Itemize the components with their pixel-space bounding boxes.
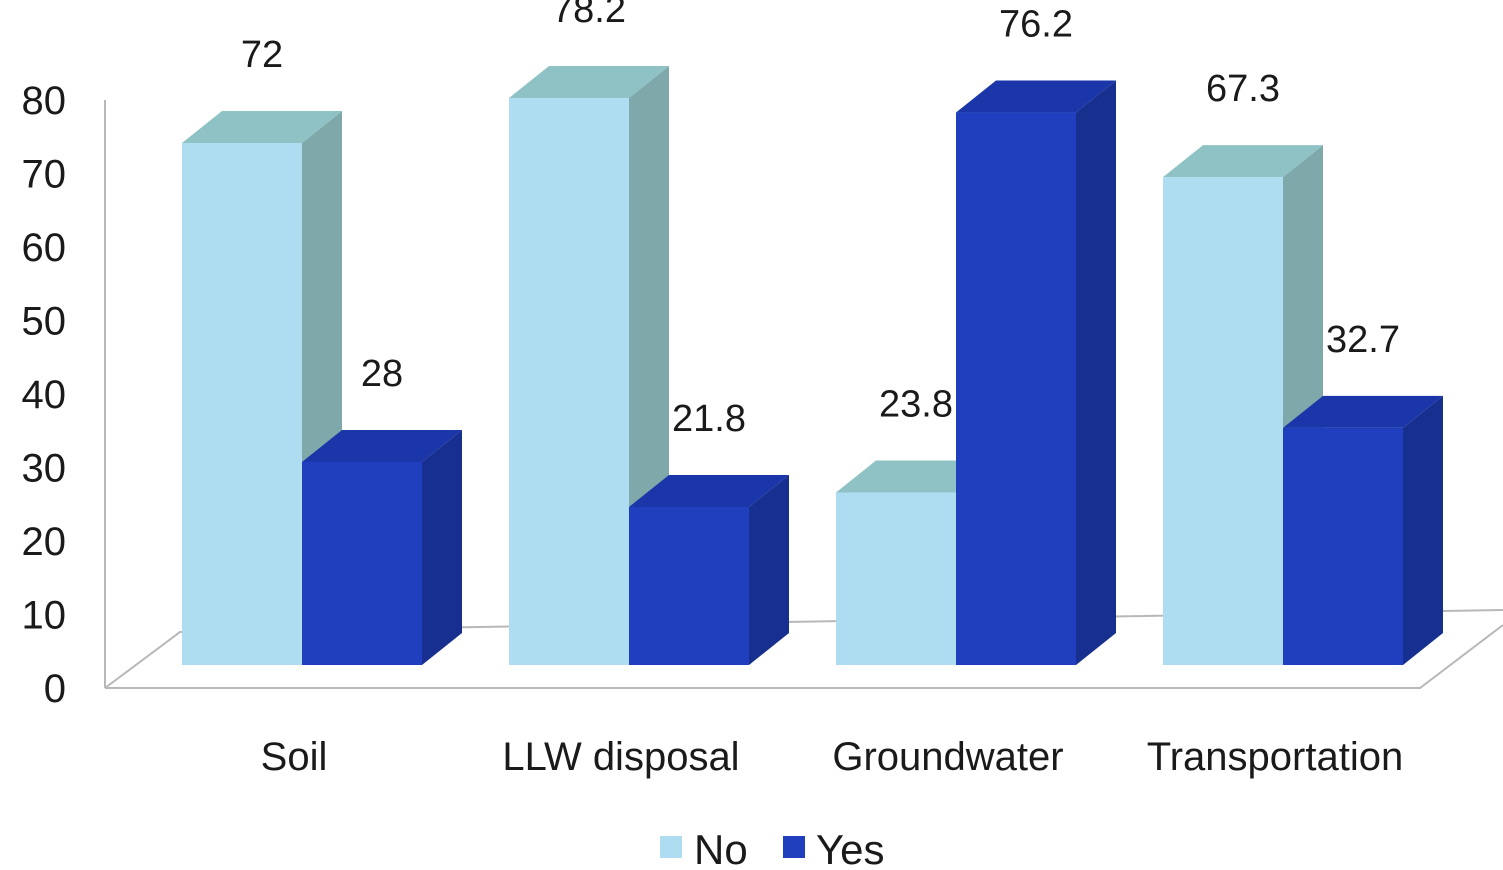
bar-yes-soil xyxy=(302,430,462,665)
y-tick-label: 0 xyxy=(44,667,66,711)
legend-label: Yes xyxy=(816,826,885,870)
bar-front-face xyxy=(182,143,302,665)
y-axis-ticks: 0 10 20 30 40 50 60 70 80 xyxy=(22,79,67,711)
bar-yes-groundwater xyxy=(956,81,1116,665)
bar-side-face xyxy=(422,430,462,665)
bar-front-face xyxy=(1163,177,1283,665)
bar-yes-llw-disposal xyxy=(629,475,789,665)
bar-side-face xyxy=(749,475,789,665)
bar-front-face xyxy=(509,98,629,665)
bar-side-face xyxy=(1403,396,1443,665)
legend-item-yes: Yes xyxy=(783,826,885,870)
legend-item-no: No xyxy=(660,826,748,870)
data-label-yes-llw-disposal: 21.8 xyxy=(672,398,746,440)
y-tick-label: 80 xyxy=(22,79,67,123)
data-label-yes-transportation: 32.7 xyxy=(1326,319,1400,361)
legend-label: No xyxy=(694,826,748,870)
category-label-groundwater: Groundwater xyxy=(832,735,1063,779)
data-label-no-llw-disposal: 78.2 xyxy=(552,0,626,31)
bar-front-face xyxy=(302,462,422,665)
bar-front-face xyxy=(629,507,749,665)
data-label-yes-soil: 28 xyxy=(361,353,403,395)
y-tick-label: 10 xyxy=(22,594,67,638)
data-label-no-soil: 72 xyxy=(241,34,283,76)
y-tick-label: 50 xyxy=(22,300,67,344)
category-label-soil: Soil xyxy=(261,735,328,779)
y-tick-label: 70 xyxy=(22,153,67,197)
legend-swatch xyxy=(660,836,682,858)
y-tick-label: 60 xyxy=(22,226,67,270)
bar-front-face xyxy=(1283,428,1403,665)
y-tick-label: 20 xyxy=(22,520,67,564)
legend: No Yes xyxy=(660,826,885,870)
category-label-llw-disposal: LLW disposal xyxy=(502,735,739,779)
bar-front-face xyxy=(836,492,956,665)
bar-front-face xyxy=(956,113,1076,665)
x-axis-categories: Soil LLW disposal Groundwater Transportatio… xyxy=(261,735,1404,779)
bar-side-face xyxy=(1076,81,1116,665)
data-label-no-transportation: 67.3 xyxy=(1206,68,1280,110)
data-label-yes-groundwater: 76.2 xyxy=(999,4,1073,46)
legend-swatch xyxy=(783,836,805,858)
y-tick-label: 40 xyxy=(22,373,67,417)
category-label-transportation: Transportation xyxy=(1147,735,1403,779)
data-label-no-groundwater: 23.8 xyxy=(879,383,953,425)
y-tick-label: 30 xyxy=(22,447,67,491)
bar-yes-transportation xyxy=(1283,396,1443,665)
